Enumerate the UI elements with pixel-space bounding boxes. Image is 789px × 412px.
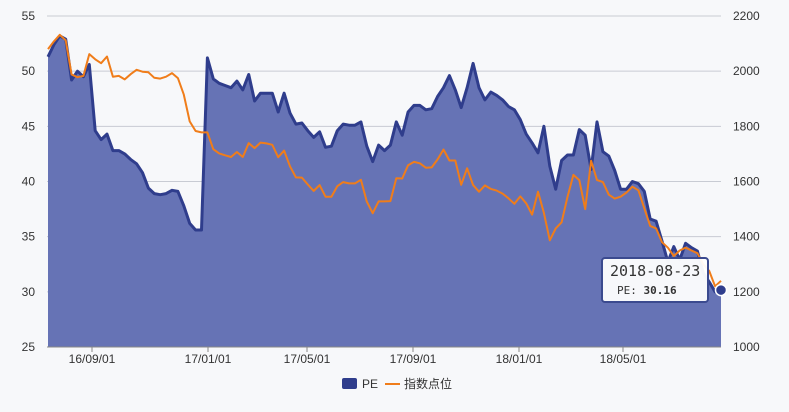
tooltip-label: PE:: [617, 284, 637, 297]
pe-hover-point[interactable]: [714, 283, 728, 297]
right-tick-label: 1800: [733, 119, 760, 133]
left-tick-label: 50: [22, 64, 36, 78]
pe-area-series: [46, 34, 722, 348]
legend-label-index[interactable]: 指数点位: [404, 376, 452, 391]
x-tick-label: 18/01/01: [496, 352, 543, 366]
x-tick-label: 18/05/01: [600, 352, 647, 366]
right-tick-label: 1200: [733, 285, 760, 299]
x-tick-label: 17/01/01: [185, 352, 232, 366]
legend-label-pe[interactable]: PE: [362, 377, 378, 391]
tooltip-value: 30.16: [643, 284, 677, 297]
legend-swatch-pe[interactable]: [342, 378, 357, 389]
x-tick-label: 17/09/01: [390, 352, 437, 366]
left-tick-label: 45: [22, 119, 36, 133]
legend: PE 指数点位: [342, 376, 452, 391]
left-tick-label: 25: [22, 340, 36, 354]
right-tick-label: 1600: [733, 175, 760, 189]
x-tick-label: 16/09/01: [69, 352, 116, 366]
left-tick-label: 35: [22, 230, 36, 244]
tooltip: 2018-08-23 PE: 30.16: [601, 257, 709, 303]
tooltip-row: PE: 30.16: [617, 284, 677, 297]
index-line: [47, 33, 722, 288]
pe-line: [46, 34, 722, 294]
pe-area-fill: [48, 35, 721, 348]
right-tick-label: 1000: [733, 340, 760, 354]
right-axis-ticks: 1000 1200 1400 1600 1800 2000 2200: [733, 9, 760, 354]
tooltip-date: 2018-08-23: [610, 262, 701, 280]
right-tick-label: 1400: [733, 230, 760, 244]
x-tick-label: 17/05/01: [284, 352, 331, 366]
left-axis-ticks: 25 30 35 40 45 50 55: [22, 9, 36, 354]
x-axis-ticks: 16/09/01 17/01/01 17/05/01 17/09/01 18/01/01…: [69, 347, 647, 366]
right-tick-label: 2200: [733, 9, 760, 23]
right-tick-label: 2000: [733, 64, 760, 78]
index-line-series: [47, 33, 722, 288]
left-tick-label: 40: [22, 175, 36, 189]
left-tick-label: 30: [22, 285, 36, 299]
left-tick-label: 55: [22, 9, 36, 23]
hover-marker: [714, 283, 728, 297]
